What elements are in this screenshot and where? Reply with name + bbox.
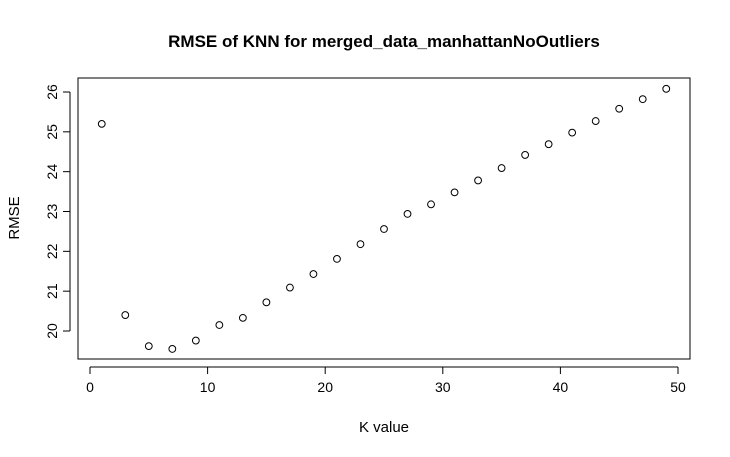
- x-tick-label: 50: [670, 379, 686, 395]
- data-point: [121, 311, 130, 319]
- y-tick-label: 23: [44, 204, 60, 220]
- data-point: [638, 95, 647, 104]
- data-point: [97, 119, 106, 128]
- data-points: [97, 84, 671, 353]
- data-point: [215, 321, 224, 329]
- y-tick-label: 26: [44, 84, 60, 100]
- data-point: [591, 117, 600, 125]
- data-point: [144, 342, 153, 351]
- y-axis-label: RMSE: [6, 196, 23, 239]
- data-point: [474, 176, 482, 185]
- chart-title: RMSE of KNN for merged_data_manhattanNoO…: [168, 32, 600, 51]
- data-point: [450, 188, 459, 197]
- data-point: [262, 298, 271, 307]
- data-point: [403, 209, 412, 218]
- data-point: [568, 128, 577, 137]
- data-point: [238, 313, 247, 322]
- x-tick-label: 30: [435, 379, 451, 395]
- y-tick-label: 20: [44, 323, 60, 339]
- data-point: [380, 225, 388, 233]
- x-axis: 0 10 20 30 40 50: [86, 366, 686, 395]
- data-point: [168, 345, 177, 353]
- y-tick-label: 22: [44, 243, 60, 259]
- plot-frame: [77, 77, 691, 360]
- data-point: [333, 255, 341, 263]
- x-tick-label: 10: [200, 379, 216, 395]
- y-axis: 20 21 22 23 24 25 26: [44, 84, 71, 339]
- x-tick-label: 0: [86, 379, 94, 395]
- data-point: [497, 164, 506, 172]
- y-tick-label: 24: [44, 164, 60, 180]
- data-point: [427, 200, 435, 209]
- x-tick-label: 20: [317, 379, 333, 395]
- data-point: [191, 336, 200, 345]
- y-tick-label: 21: [44, 283, 60, 299]
- data-point: [286, 283, 294, 292]
- y-tick-label: 25: [44, 124, 60, 140]
- data-point: [544, 140, 553, 149]
- data-point: [662, 84, 671, 93]
- data-point: [309, 270, 318, 278]
- data-point: [521, 151, 530, 159]
- data-point: [615, 104, 624, 113]
- x-tick-label: 40: [553, 379, 569, 395]
- x-axis-label: K value: [359, 419, 409, 436]
- data-point: [356, 240, 365, 249]
